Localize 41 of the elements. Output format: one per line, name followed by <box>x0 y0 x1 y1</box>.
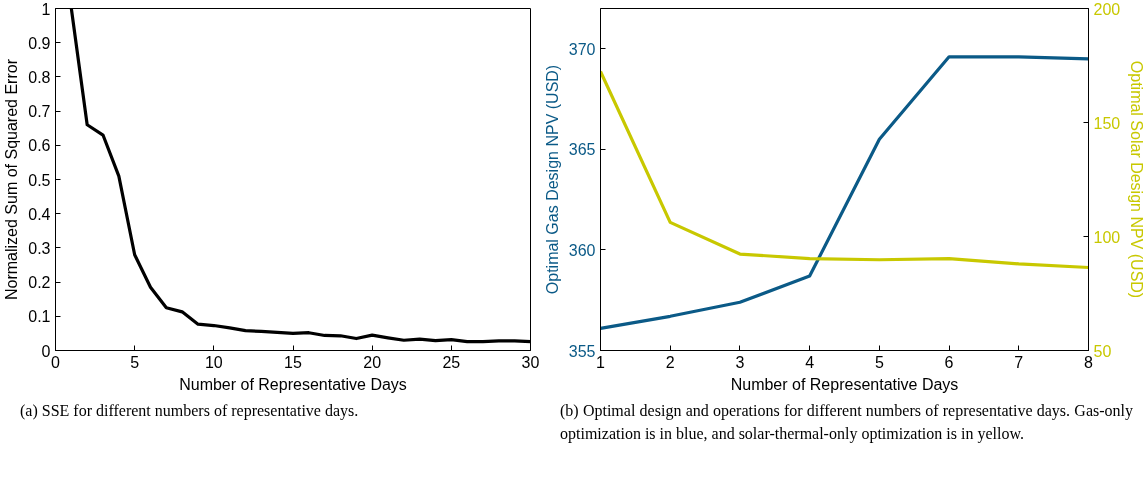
y-tick-label: 0.3 <box>28 239 51 257</box>
y2-tick-label: 50 <box>1093 342 1112 360</box>
x-tick-label: 3 <box>735 353 745 371</box>
y-tick-label: 0 <box>41 342 51 360</box>
line-series <box>600 69 1089 270</box>
y2-tick-label: 200 <box>1093 0 1121 18</box>
x-axis-title: Number of Representative Days <box>730 375 959 393</box>
y-tick-label: 365 <box>568 141 596 159</box>
y-tick-label: 0.1 <box>28 308 51 326</box>
x-tick-label: 20 <box>363 353 382 371</box>
text: (a) SSE for different numbers of representative days. <box>20 401 359 422</box>
x-tick-label: 30 <box>521 353 540 371</box>
text: (b) Optimal design and operations for different numbers of representative days. Gas-only optimization is in blue, and solar-thermal-only optimization is in yellow. <box>560 401 1133 445</box>
x-tick-label: 7 <box>1014 353 1024 371</box>
y-tick-label: 0.5 <box>28 171 51 189</box>
y-tick-label: 0.6 <box>28 137 51 155</box>
y-axis-title: Normalized Sum of Squared Error <box>3 58 21 300</box>
y-tick-label: 1 <box>41 0 51 18</box>
y-tick-label: 0.9 <box>28 34 51 52</box>
y-tick-label: 0.8 <box>28 68 51 86</box>
x-tick-label: 10 <box>204 353 223 371</box>
x-tick-label: 8 <box>1084 353 1094 371</box>
x-tick-label: 5 <box>874 353 884 371</box>
x-axis-title: Number of Representative Days <box>179 375 407 393</box>
y-axis-title: Optimal Gas Design NPV (USD) <box>543 64 561 295</box>
x-tick-label: 4 <box>805 353 815 371</box>
line-series <box>600 55 1089 330</box>
y-tick-label: 355 <box>568 342 596 360</box>
x-tick-label: 25 <box>442 353 461 371</box>
y-tick-label: 0.2 <box>28 274 51 292</box>
x-tick-label: 5 <box>130 353 140 371</box>
y-tick-label: 0.4 <box>28 205 51 223</box>
x-tick-label: 2 <box>665 353 675 371</box>
y-tick-label: 0.7 <box>28 103 51 121</box>
y2-axis-title: Optimal Solar Design NPV (USD) <box>1128 60 1146 299</box>
x-tick-label: 15 <box>284 353 302 371</box>
x-tick-label: 6 <box>944 353 954 371</box>
y2-tick-label: 150 <box>1093 114 1121 132</box>
y-tick-label: 360 <box>568 241 596 259</box>
y-tick-label: 370 <box>568 40 596 58</box>
y2-tick-label: 100 <box>1093 228 1121 246</box>
